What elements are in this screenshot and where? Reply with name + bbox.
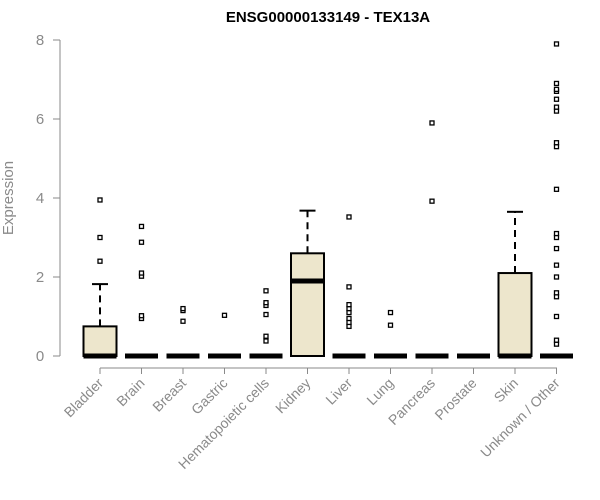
- outlier-point: [221, 312, 228, 318]
- outlier-point: [553, 186, 560, 192]
- outlier-point: [553, 262, 560, 268]
- outlier-point: [263, 288, 269, 294]
- box-0: [82, 197, 118, 359]
- box-iqr: [290, 252, 325, 357]
- x-tick-label: Bladder: [61, 375, 107, 421]
- outlier-point: [553, 41, 560, 47]
- outlier-point: [553, 230, 560, 237]
- box-iqr: [82, 325, 118, 357]
- outlier-point: [97, 258, 103, 264]
- box-10: [497, 210, 533, 359]
- x-tick-label: Brain: [113, 375, 147, 409]
- outlier-point: [138, 239, 145, 245]
- x-tick-label: Prostate: [431, 375, 479, 423]
- x-tick-label: Kidney: [272, 375, 314, 417]
- x-tick-label: Lung: [363, 375, 396, 408]
- y-tick-label: 0: [36, 348, 44, 365]
- outlier-point: [180, 318, 186, 324]
- outlier-point: [97, 197, 103, 203]
- outlier-point: [553, 337, 560, 343]
- outlier-point: [553, 104, 560, 110]
- outlier-point: [97, 234, 103, 241]
- y-tick-label: 2: [36, 269, 44, 286]
- x-tick-label: Skin: [491, 375, 522, 406]
- x-tick-label: Breast: [149, 375, 189, 415]
- y-axis-label: Expression: [0, 161, 17, 235]
- y-axis-ticks: 0 2 4 6 8: [36, 32, 60, 365]
- outlier-point: [429, 120, 435, 126]
- outlier-point: [138, 223, 145, 230]
- outlier-point: [553, 96, 560, 102]
- outlier-point: [553, 86, 560, 93]
- outlier-point: [346, 284, 352, 290]
- box-series: [82, 41, 573, 359]
- outlier-point: [346, 301, 352, 308]
- outlier-point: [346, 214, 352, 220]
- outlier-point: [263, 338, 269, 344]
- y-tick-label: 6: [36, 111, 44, 128]
- box-8: [415, 120, 449, 359]
- box-6: [332, 214, 366, 359]
- outlier-point: [553, 313, 560, 320]
- outlier-point: [553, 80, 560, 87]
- outlier-point: [180, 305, 186, 312]
- outlier-point: [138, 270, 145, 276]
- box-7: [374, 309, 407, 359]
- x-tick-label: Liver: [322, 375, 355, 408]
- outlier-point: [263, 300, 269, 306]
- outlier-point: [138, 313, 145, 319]
- outlier-point: [387, 309, 394, 316]
- outlier-point: [553, 274, 560, 280]
- box-4: [249, 288, 283, 359]
- y-tick-label: 4: [36, 190, 44, 207]
- x-tick-label: Unknown / Other: [477, 375, 563, 461]
- box-1: [125, 223, 158, 359]
- outlier-point: [553, 245, 560, 252]
- box-iqr: [497, 272, 533, 357]
- y-tick-label: 8: [36, 32, 44, 49]
- outlier-point: [263, 311, 269, 318]
- outlier-point: [553, 290, 560, 296]
- box-5: [290, 209, 325, 357]
- box-11: [540, 41, 573, 359]
- box-3: [208, 312, 241, 359]
- outlier-point: [346, 315, 352, 322]
- outlier-point: [387, 322, 394, 328]
- outlier-point: [429, 198, 435, 204]
- chart-title: ENSG00000133149 - TEX13A: [226, 9, 430, 26]
- outlier-point: [263, 333, 269, 339]
- box-2: [166, 305, 200, 359]
- outlier-point: [553, 140, 560, 146]
